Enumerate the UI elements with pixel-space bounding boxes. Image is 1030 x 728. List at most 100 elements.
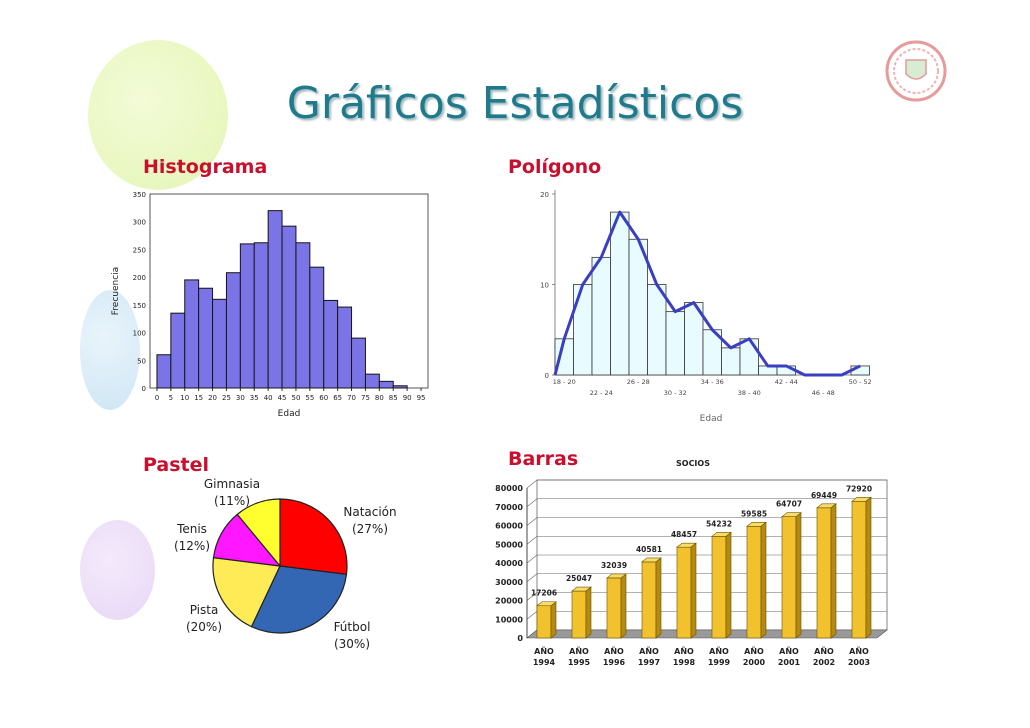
- x-tick-label: 2000: [743, 658, 766, 667]
- x-tick-label: 60: [319, 394, 328, 402]
- bar-top: [711, 532, 732, 537]
- y-tick-label: 30000: [495, 578, 523, 587]
- histogram-bar: [239, 243, 255, 389]
- bar-top: [851, 496, 872, 502]
- x-tick-label: 0: [155, 394, 159, 402]
- bar: [746, 525, 762, 639]
- y-tick-label: 20000: [495, 597, 523, 606]
- pie-slice-label: Natación: [343, 505, 396, 519]
- bar-top: [641, 557, 662, 563]
- x-tick-label: 1997: [638, 658, 660, 667]
- x-tick-label: 80: [375, 394, 384, 402]
- x-axis-label: Edad: [278, 409, 301, 419]
- x-tick-label: 18 - 20: [553, 378, 576, 386]
- x-tick-label: 75: [361, 394, 370, 402]
- bar-side: [795, 512, 802, 639]
- balloon-decoration-green: [88, 40, 228, 190]
- grid-line: [526, 554, 538, 564]
- polygon-bar: [591, 256, 611, 376]
- y-tick-label: 300: [133, 219, 146, 227]
- pie-slice-percent: (27%): [352, 522, 388, 536]
- pie-slice-label: Pista: [190, 603, 219, 617]
- x-tick-label: 65: [333, 394, 342, 402]
- x-tick-label: 30: [236, 394, 245, 402]
- chart-title: SOCIOS: [676, 459, 710, 468]
- y-tick-label: 200: [133, 274, 146, 282]
- y-tick-label: 100: [133, 330, 146, 338]
- polygon-bar: [628, 238, 648, 376]
- polygon-bar: [647, 284, 667, 376]
- x-tick-label: 1994: [533, 658, 556, 667]
- histogram-bar: [337, 306, 353, 389]
- polygon-label: Polígono: [508, 156, 602, 178]
- histogram-bar: [323, 299, 339, 389]
- x-tick-label: 90: [403, 394, 412, 402]
- y-tick-label: 10: [540, 282, 549, 290]
- x-tick-label: 1996: [603, 658, 626, 667]
- y-tick-label: 60000: [495, 522, 523, 531]
- histogram-bar: [267, 210, 283, 389]
- grid-line: [526, 592, 538, 601]
- polygon-bar: [721, 347, 741, 376]
- x-tick-label: 30 - 32: [664, 389, 687, 397]
- polygon-bar: [573, 284, 593, 376]
- x-tick-label: 22 - 24: [590, 389, 613, 397]
- x-tick-label: 45: [278, 394, 287, 402]
- y-tick-label: 0: [142, 385, 146, 393]
- histogram-bar: [378, 380, 394, 389]
- pie-slice: [250, 565, 348, 634]
- x-tick-label: AÑO: [814, 646, 834, 656]
- bar: [781, 516, 797, 639]
- histogram-bar: [225, 272, 241, 389]
- grid-line: [526, 611, 538, 620]
- bar-chart: 0 10000 20000 30000 40000 50000 60000 70000 8000…: [495, 459, 888, 667]
- x-tick-label: 50 - 52: [849, 378, 872, 386]
- bar-top: [606, 573, 627, 579]
- y-axis-label: Frecuencia: [111, 267, 121, 315]
- histogram-bar: [364, 373, 380, 389]
- bars-label: Barras: [508, 448, 579, 470]
- histogram-bar: [281, 225, 297, 389]
- bar-top: [536, 601, 557, 607]
- y-tick-label: 50: [137, 357, 146, 365]
- histogram-bar: [212, 298, 227, 389]
- balloon-decoration-blue: [80, 290, 140, 410]
- data-label: 72920: [846, 484, 872, 493]
- x-tick-label: 20: [208, 394, 217, 402]
- x-tick-label: 25: [222, 394, 231, 402]
- x-tick-label: AÑO: [604, 646, 624, 656]
- x-tick-label: 42 - 44: [775, 378, 798, 386]
- pie-slice-percent: (20%): [186, 620, 222, 634]
- x-tick-label: AÑO: [709, 646, 729, 656]
- pie-slice: [279, 498, 348, 576]
- x-tick-label: 95: [417, 394, 426, 402]
- pie-slice: [212, 556, 281, 628]
- histogram-bar: [198, 287, 214, 389]
- x-tick-label: 46 - 48: [812, 389, 835, 397]
- pie-chart: Natación (27%) Fútbol (30%) Pista (20%) Tenis (…: [174, 477, 397, 651]
- x-tick-label: 40: [264, 394, 273, 402]
- bar-top: [781, 512, 802, 517]
- bar-side: [550, 601, 557, 639]
- data-label: 59585: [741, 509, 767, 518]
- data-label: 69449: [811, 491, 837, 500]
- bar-top: [676, 542, 697, 548]
- x-tick-label: 10: [180, 394, 189, 402]
- bar: [606, 577, 622, 639]
- histogram-bar: [184, 279, 200, 389]
- bar-side: [690, 542, 697, 639]
- grid-line: [526, 498, 538, 507]
- pie-slice-label: Tenis: [176, 522, 207, 536]
- histogram-chart: 0 50 100 150 200 250 300 350 0 5 10 15 20 25 30 35 40 45 5…: [111, 191, 429, 419]
- bar-side: [620, 573, 627, 639]
- x-tick-label: AÑO: [779, 646, 799, 656]
- histogram-bar: [351, 337, 366, 389]
- y-tick-label: 0: [545, 372, 549, 380]
- polygon-bar: [665, 311, 685, 376]
- x-tick-label: 2001: [778, 658, 801, 667]
- bar-side: [585, 586, 592, 639]
- emblem-icon: [885, 40, 947, 102]
- pie-slice-label: Gimnasia: [204, 477, 260, 491]
- pie-slice-label: Fútbol: [334, 620, 371, 634]
- x-tick-label: 15: [194, 394, 203, 402]
